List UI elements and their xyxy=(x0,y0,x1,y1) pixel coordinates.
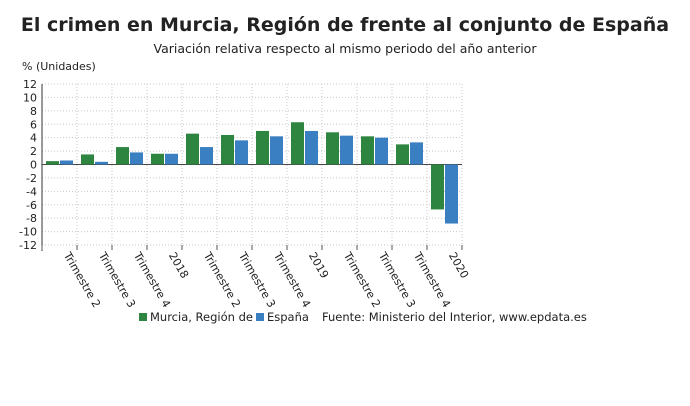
legend-label-espana: España xyxy=(267,310,309,324)
bar-espana xyxy=(200,147,213,165)
legend-label-murcia: Murcia, Región de xyxy=(150,310,253,324)
y-tick-label: 8 xyxy=(30,105,37,118)
bar-espana xyxy=(95,161,108,165)
bar-espana xyxy=(340,135,353,165)
source-text: Fuente: Ministerio del Interior, www.epd… xyxy=(322,310,587,324)
x-tick-label: Trimestre 2 xyxy=(340,249,383,310)
y-axis-label: % (Unidades) xyxy=(22,60,96,73)
y-tick-label: 0 xyxy=(30,159,37,172)
y-tick-label: -10 xyxy=(19,226,37,239)
bar-murcia xyxy=(46,161,59,165)
x-tick-label: 2018 xyxy=(166,250,191,281)
chart-title: El crimen en Murcia, Región de frente al… xyxy=(21,14,669,36)
bar-murcia xyxy=(81,154,94,165)
y-tick-label: 12 xyxy=(23,78,37,91)
bar-murcia xyxy=(291,122,304,165)
bar-espana xyxy=(130,152,143,165)
bar-murcia xyxy=(431,164,444,210)
chart-subtitle: Variación relativa respecto al mismo per… xyxy=(154,41,538,56)
bar-murcia xyxy=(186,133,199,165)
bar-espana xyxy=(235,140,248,165)
y-tick-label: 2 xyxy=(30,145,37,158)
bars xyxy=(46,122,458,224)
x-tick-label: 2020 xyxy=(446,250,471,281)
y-tick-label: 10 xyxy=(23,91,37,104)
y-tick-label: -8 xyxy=(26,212,37,225)
y-tick-label: -6 xyxy=(26,199,37,212)
bar-espana xyxy=(375,137,388,165)
bar-espana xyxy=(410,142,423,165)
bar-murcia xyxy=(361,136,374,165)
legend: Murcia, Región de España Fuente: Ministe… xyxy=(139,310,587,324)
axes xyxy=(41,84,463,251)
bar-espana xyxy=(305,130,318,165)
bar-espana xyxy=(165,153,178,165)
y-tick-label: -12 xyxy=(19,239,37,252)
y-tick-label: -2 xyxy=(26,172,37,185)
bar-murcia xyxy=(116,147,129,165)
y-tick-label: 6 xyxy=(30,118,37,131)
bar-murcia xyxy=(396,144,409,165)
bar-espana xyxy=(60,160,73,165)
x-tick-label: 2019 xyxy=(306,250,331,281)
legend-swatch-espana xyxy=(256,313,264,321)
x-tick-label: Trimestre 2 xyxy=(200,249,243,310)
y-tick-label: -4 xyxy=(26,185,37,198)
legend-swatch-murcia xyxy=(139,313,147,321)
bar-murcia xyxy=(221,134,234,165)
y-tick-label: 4 xyxy=(30,132,37,145)
bar-murcia xyxy=(256,130,269,165)
bar-espana xyxy=(270,136,283,165)
bar-espana xyxy=(445,164,458,224)
x-tick-label: Trimestre 2 xyxy=(60,249,103,310)
bar-murcia xyxy=(151,153,164,165)
bar-murcia xyxy=(326,132,339,165)
